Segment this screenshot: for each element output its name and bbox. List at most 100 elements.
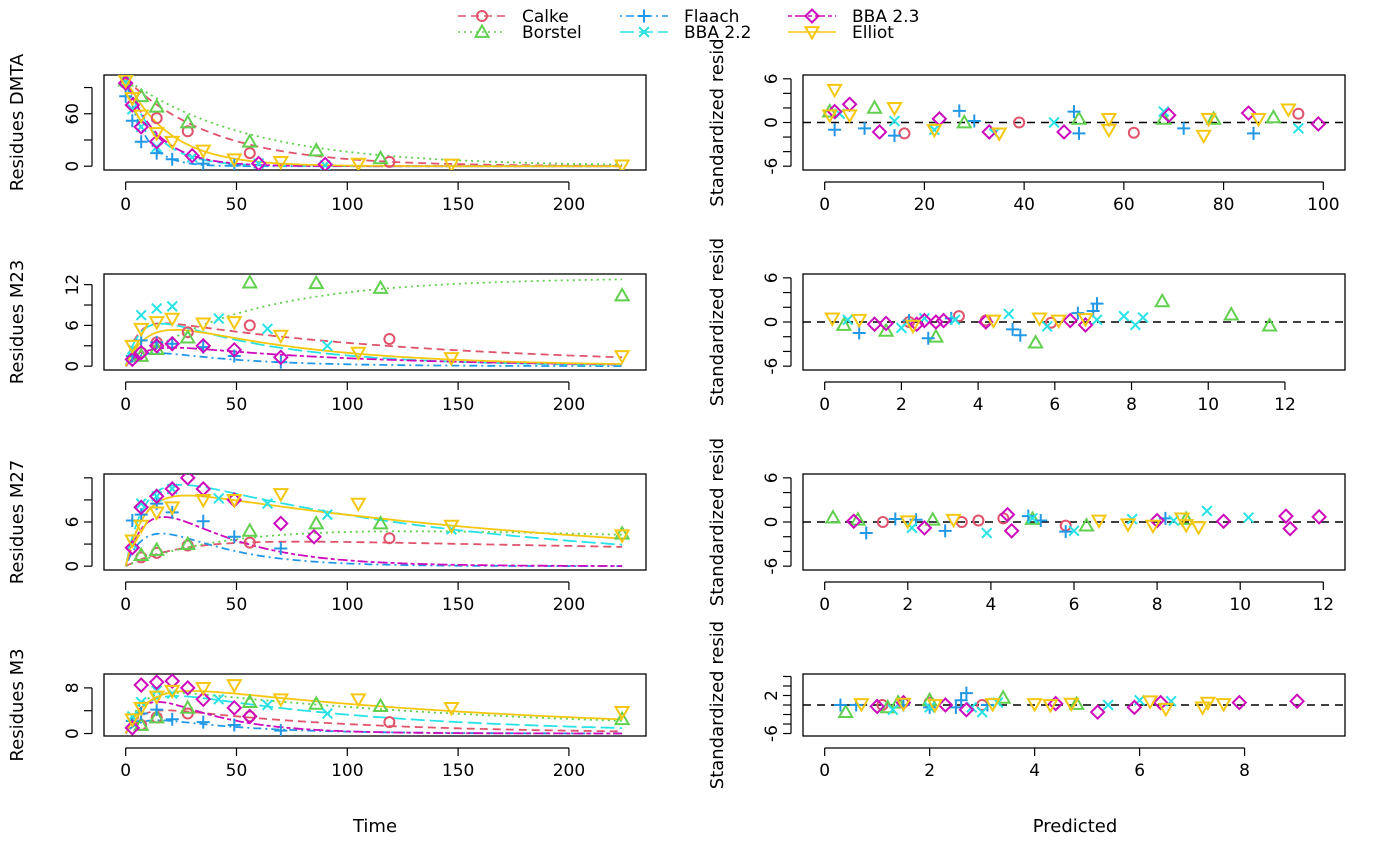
y-tick-label: -6 xyxy=(762,558,782,575)
data-point xyxy=(132,519,150,535)
x-tick-label: 100 xyxy=(331,195,363,215)
data-point xyxy=(866,99,883,114)
data-point xyxy=(179,113,196,129)
data-point xyxy=(227,530,241,544)
data-point xyxy=(372,697,389,713)
data-point xyxy=(1177,121,1191,135)
data-point xyxy=(898,127,911,140)
data-point xyxy=(243,536,256,549)
x-tick-label: 0 xyxy=(120,395,131,415)
data-point xyxy=(928,314,944,330)
data-point xyxy=(274,724,288,736)
data-point xyxy=(165,152,179,166)
x-tick-label: 4 xyxy=(1029,761,1040,781)
data-point xyxy=(124,719,141,736)
data-point xyxy=(956,113,973,129)
data-point xyxy=(213,313,225,325)
data-point xyxy=(1118,310,1130,322)
y-tick-label: 6 xyxy=(63,320,83,331)
plot-area xyxy=(124,674,631,736)
x-tick-label: 200 xyxy=(553,761,585,781)
data-point xyxy=(261,699,274,711)
data-point xyxy=(241,708,258,725)
data-point xyxy=(613,710,631,726)
legend-item-calke: Calke xyxy=(458,7,569,27)
x-tick-label: 2 xyxy=(902,595,913,615)
data-point xyxy=(135,309,147,321)
data-point xyxy=(179,699,196,714)
y-axis-label: Standardized resid xyxy=(707,438,728,606)
series-bba-2-3 xyxy=(124,674,258,736)
fit-line-bba-2-3 xyxy=(125,346,623,367)
data-point xyxy=(1050,314,1067,330)
plot-frame xyxy=(103,74,647,171)
y-axis: 08 xyxy=(63,682,93,739)
x-axis: 0 2 4 6 8 10 12 xyxy=(819,381,1296,415)
y-tick-label: 0 xyxy=(63,161,83,172)
data-point xyxy=(1282,520,1298,537)
data-point xyxy=(179,679,196,696)
x-tick-label: 150 xyxy=(442,395,474,415)
series-flaach xyxy=(828,104,1261,143)
data-point xyxy=(195,691,212,708)
data-point xyxy=(383,332,396,345)
series-borstel xyxy=(132,274,631,362)
data-point xyxy=(350,693,367,708)
series-flaach xyxy=(125,497,288,555)
x-axis: 0 50 100 150 200 xyxy=(120,181,585,215)
data-point xyxy=(1067,105,1081,119)
data-point xyxy=(1199,696,1217,712)
data-point xyxy=(1034,514,1048,528)
data-point xyxy=(226,679,243,694)
x-tick-label: 0 xyxy=(819,595,830,615)
data-point xyxy=(888,512,902,526)
data-point xyxy=(241,274,259,289)
data-point xyxy=(1292,122,1304,134)
data-point xyxy=(841,96,858,113)
data-point xyxy=(181,326,194,339)
data-point xyxy=(443,158,460,170)
data-point xyxy=(134,135,148,149)
data-point xyxy=(1077,313,1094,328)
data-point xyxy=(272,693,290,708)
data-point xyxy=(196,157,210,170)
panel-3-residual: 0 2 4 6 8 10 12 -6 0 6 Standardized resid xyxy=(707,438,1346,615)
x-tick-label: 50 xyxy=(226,195,248,215)
data-point xyxy=(1201,505,1213,517)
data-point xyxy=(1311,508,1328,525)
data-point xyxy=(195,682,212,697)
data-point xyxy=(163,501,181,516)
x-tick-label: 10 xyxy=(1229,595,1251,615)
data-point xyxy=(227,718,241,732)
data-point xyxy=(981,527,993,539)
series-elliot xyxy=(853,695,1232,718)
data-point xyxy=(824,509,842,524)
y-axis: 06 xyxy=(63,477,93,572)
data-point xyxy=(1261,317,1278,332)
data-point xyxy=(952,104,966,118)
y-axis-label: Residues M23 xyxy=(7,260,28,385)
data-point xyxy=(165,337,179,351)
data-point xyxy=(243,147,256,160)
y-tick-label: 6 xyxy=(63,517,83,528)
data-point xyxy=(1247,126,1261,140)
data-point xyxy=(124,534,141,549)
data-point xyxy=(1041,320,1053,332)
x-tick-label: 20 xyxy=(914,195,936,215)
y-tick-label: -6 xyxy=(762,358,782,375)
data-point xyxy=(904,319,922,335)
x-tick-label: 2 xyxy=(924,761,935,781)
data-point xyxy=(1278,508,1294,525)
data-point xyxy=(1310,116,1327,132)
legend-item-elliot: Elliot xyxy=(788,23,894,43)
data-point xyxy=(876,516,889,528)
data-point xyxy=(196,715,210,729)
data-point xyxy=(924,511,941,526)
x-tick-label: 150 xyxy=(442,195,474,215)
x-tick-label: 80 xyxy=(1213,195,1235,215)
data-point xyxy=(148,541,165,556)
data-point xyxy=(272,329,290,345)
data-point xyxy=(163,135,181,151)
